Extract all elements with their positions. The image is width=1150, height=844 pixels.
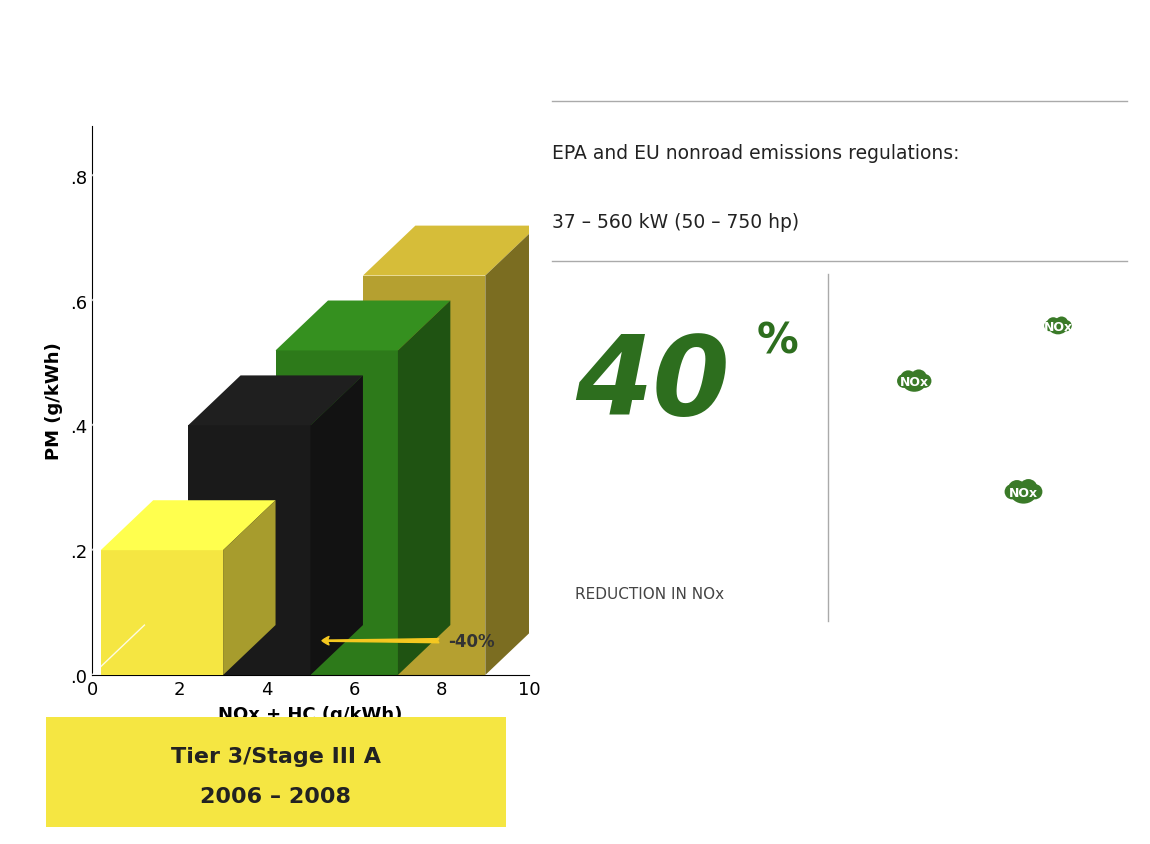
Polygon shape (276, 351, 398, 675)
Ellipse shape (1061, 321, 1072, 332)
Polygon shape (223, 500, 276, 675)
Polygon shape (398, 301, 451, 675)
Ellipse shape (1009, 480, 1026, 498)
Ellipse shape (1046, 318, 1059, 331)
Text: NOx: NOx (899, 376, 929, 389)
Text: Tier 3/Stage III A: Tier 3/Stage III A (171, 746, 381, 766)
Polygon shape (189, 426, 310, 675)
Ellipse shape (1005, 484, 1019, 500)
Text: REDUCTION IN NOx: REDUCTION IN NOx (575, 587, 724, 602)
Text: NOx: NOx (1043, 321, 1073, 333)
Polygon shape (101, 500, 276, 550)
Text: EPA and EU nonroad emissions regulations:: EPA and EU nonroad emissions regulations… (552, 143, 959, 163)
Y-axis label: PM (g/kWh): PM (g/kWh) (45, 342, 63, 460)
Polygon shape (485, 226, 538, 675)
Ellipse shape (900, 371, 917, 387)
Polygon shape (310, 376, 363, 675)
Ellipse shape (918, 375, 932, 388)
Text: 2006 – 2008: 2006 – 2008 (200, 787, 352, 806)
Polygon shape (363, 226, 538, 276)
Ellipse shape (911, 370, 927, 386)
Ellipse shape (1010, 482, 1037, 504)
Polygon shape (189, 376, 363, 426)
Ellipse shape (1049, 319, 1067, 335)
Ellipse shape (1056, 317, 1068, 330)
Polygon shape (363, 276, 485, 675)
Polygon shape (276, 301, 451, 351)
Text: 40: 40 (575, 331, 730, 437)
Text: %: % (757, 320, 798, 362)
Polygon shape (101, 550, 223, 675)
Text: 37 – 560 kW (50 – 750 hp): 37 – 560 kW (50 – 750 hp) (552, 213, 799, 232)
Ellipse shape (1028, 484, 1042, 500)
Text: NOx: NOx (1009, 487, 1038, 500)
X-axis label: NOx + HC (g/kWh): NOx + HC (g/kWh) (218, 705, 402, 723)
FancyBboxPatch shape (46, 717, 506, 827)
Text: -40%: -40% (448, 632, 494, 650)
Ellipse shape (902, 372, 927, 392)
Ellipse shape (897, 375, 911, 388)
Ellipse shape (1044, 321, 1055, 332)
Ellipse shape (1020, 479, 1037, 497)
